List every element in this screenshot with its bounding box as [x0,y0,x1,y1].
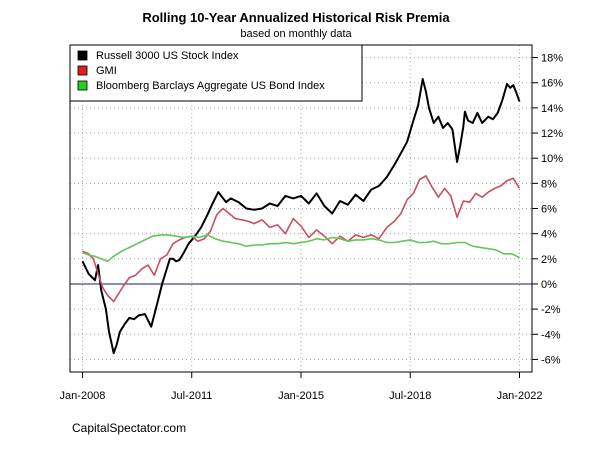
series-lines [81,78,521,355]
series-line-0 [81,78,521,355]
legend-label-0: Russell 3000 US Stock Index [96,50,239,62]
legend-swatch-2 [77,80,88,91]
legend-box [69,44,363,102]
legend: Russell 3000 US Stock Index GMI Bloomberg … [69,44,363,102]
series-line-2 [82,234,520,263]
y-tick-label-6: 6% [541,204,557,216]
y-tick-label-1: -4% [541,329,561,341]
y-tick-label-0: -6% [541,354,561,366]
x-tick-label-0: Jan-2008 [60,390,106,402]
x-axis: Jan-2008 Jul-2011 Jan-2015 Jul-2018 Jan-2022 [60,372,543,402]
y-tick-label-4: 2% [541,254,557,266]
legend-swatch-0 [77,50,88,61]
x-tick-label-4: Jan-2022 [497,390,543,402]
y-tick-label-9: 12% [541,128,563,140]
y-tick-label-8: 10% [541,153,563,165]
y-tick-label-3: 0% [541,279,557,291]
legend-label-1: GMI [96,65,117,77]
y-tick-label-2: -2% [541,304,561,316]
legend-swatch-1 [77,65,88,76]
y-tick-label-5: 4% [541,229,557,241]
x-tick-label-3: Jul-2018 [389,390,431,402]
y-axis: -6% -4% -2% 0% 2% 4% 6% 8% 10% 12% 14% 16% 18% [532,53,563,366]
legend-label-2: Bloomberg Barclays Aggregate US Bond Ind… [96,80,325,92]
series-line-1 [82,175,521,303]
x-tick-label-2: Jan-2015 [278,390,324,402]
y-tick-label-10: 14% [541,103,563,115]
y-tick-label-11: 16% [541,78,563,90]
y-tick-label-12: 18% [541,53,563,65]
x-tick-label-1: Jul-2011 [171,390,212,402]
chart-title: Rolling 10-Year Annualized Historical Ri… [142,10,450,25]
chart-subtitle: based on monthly data [240,28,352,40]
y-tick-label-7: 8% [541,178,557,190]
credit-text: CapitalSpectator.com [72,421,186,435]
